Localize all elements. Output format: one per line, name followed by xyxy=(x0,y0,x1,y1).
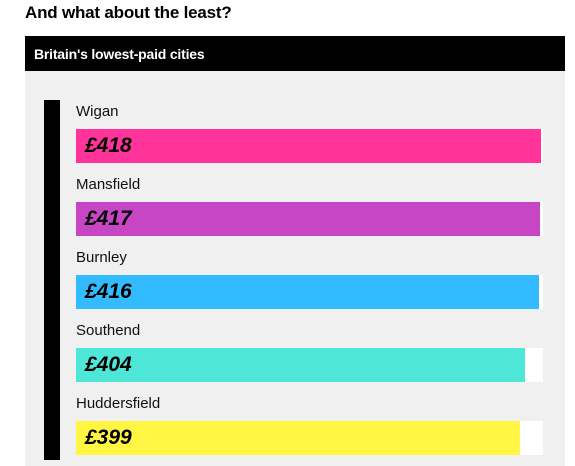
bar-value-label: £404 xyxy=(85,353,132,376)
bar: £404 xyxy=(76,348,525,382)
bar-chart: Britain's lowest-paid cities Wigan £418 … xyxy=(25,36,565,466)
bar: £416 xyxy=(76,275,539,309)
bar: £418 xyxy=(76,129,541,163)
chart-title: Britain's lowest-paid cities xyxy=(34,46,205,62)
category-label: Wigan xyxy=(76,103,119,120)
category-label: Mansfield xyxy=(76,176,141,193)
bar: £417 xyxy=(76,202,540,236)
bar-track: £404 xyxy=(76,348,543,382)
bar-track: £399 xyxy=(76,421,543,455)
chart-header: Britain's lowest-paid cities xyxy=(25,36,565,71)
bar-track: £418 xyxy=(76,129,543,163)
bar-value-label: £417 xyxy=(85,207,132,230)
bar-value-label: £418 xyxy=(85,134,132,157)
bar: £399 xyxy=(76,421,520,455)
category-label: Southend xyxy=(76,322,141,339)
category-label: Burnley xyxy=(76,249,127,266)
category-label: Huddersfield xyxy=(76,395,161,412)
bar-track: £416 xyxy=(76,275,543,309)
section-heading: And what about the least? xyxy=(25,3,232,22)
axis-line xyxy=(44,100,60,460)
bar-track: £417 xyxy=(76,202,543,236)
bar-value-label: £416 xyxy=(85,280,132,303)
bar-value-label: £399 xyxy=(85,426,132,449)
